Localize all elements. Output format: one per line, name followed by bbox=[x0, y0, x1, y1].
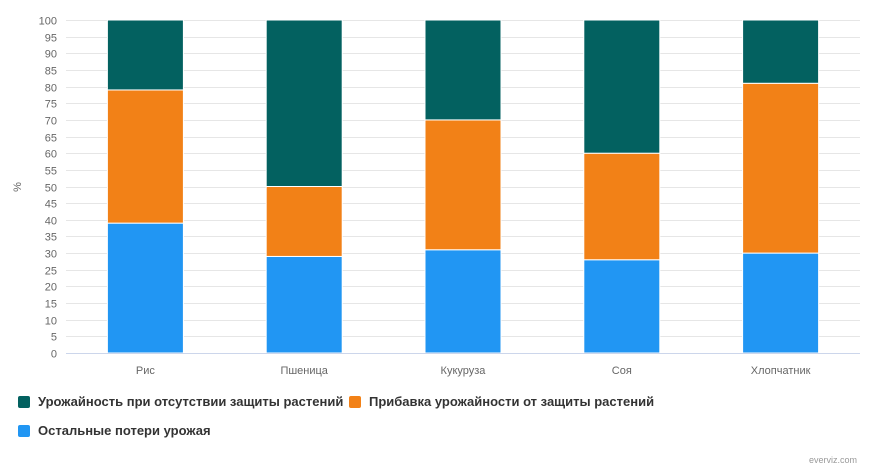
credit-text[interactable]: everviz.com bbox=[808, 455, 857, 465]
bar-segment[interactable] bbox=[265, 186, 343, 257]
bars-layer bbox=[106, 19, 820, 354]
legend-swatch bbox=[349, 395, 361, 408]
bar-segment[interactable] bbox=[424, 19, 502, 121]
y-tick-label: 30 bbox=[45, 249, 57, 261]
x-tick-label: Пшеница bbox=[280, 365, 328, 377]
bar-segment[interactable] bbox=[265, 255, 343, 354]
legend-item[interactable]: Остальные потери урожая bbox=[18, 423, 211, 438]
legend-label: Остальные потери урожая bbox=[38, 423, 211, 438]
bar-segment[interactable] bbox=[106, 19, 184, 91]
y-tick-label: 35 bbox=[45, 232, 57, 244]
legend-item[interactable]: Урожайность при отсутствии защиты растен… bbox=[18, 394, 343, 409]
legend-swatch bbox=[18, 424, 30, 437]
y-tick-label: 85 bbox=[45, 66, 57, 78]
bar-segment[interactable] bbox=[742, 19, 820, 84]
axis-layer: 0 5 10 15 20 25 30 35 40 45 50 55 60 65 70 75 80 85 90 95 10… bbox=[39, 16, 860, 377]
legend-item[interactable]: Прибавка урожайности от защиты растений bbox=[349, 394, 654, 409]
legend-swatch bbox=[18, 395, 30, 408]
y-tick-label: 15 bbox=[45, 299, 57, 311]
y-tick-label: 20 bbox=[45, 282, 57, 294]
y-tick-label: 90 bbox=[45, 49, 57, 61]
bar-segment[interactable] bbox=[583, 259, 661, 354]
y-tick-label: 55 bbox=[45, 166, 57, 178]
bar-segment[interactable] bbox=[742, 252, 820, 354]
legend-label: Прибавка урожайности от защиты растений bbox=[369, 394, 655, 409]
bar-segment[interactable] bbox=[424, 119, 502, 251]
y-tick-label: 50 bbox=[45, 183, 57, 195]
x-tick-label: Рис bbox=[136, 365, 155, 377]
bar-segment[interactable] bbox=[583, 19, 661, 154]
y-tick-label: 100 bbox=[39, 16, 57, 28]
y-axis-label: % bbox=[12, 182, 24, 192]
bar-segment[interactable] bbox=[583, 152, 661, 261]
bar-segment[interactable] bbox=[106, 222, 184, 354]
y-tick-label: 95 bbox=[45, 33, 57, 45]
y-tick-label: 60 bbox=[45, 149, 57, 161]
y-tick-label: 75 bbox=[45, 99, 57, 111]
y-tick-label: 45 bbox=[45, 199, 57, 211]
bar-segment[interactable] bbox=[742, 82, 820, 254]
y-tick-label: 0 bbox=[51, 349, 57, 361]
y-tick-label: 80 bbox=[45, 83, 57, 95]
x-tick-label: Соя bbox=[612, 365, 632, 377]
y-tick-label: 5 bbox=[51, 332, 57, 344]
y-tick-label: 70 bbox=[45, 116, 57, 128]
x-tick-label: Кукуруза bbox=[441, 365, 487, 377]
bar-segment[interactable] bbox=[424, 249, 502, 354]
bar-segment[interactable] bbox=[265, 19, 343, 187]
x-tick-label: Хлопчатник bbox=[751, 365, 811, 377]
bar-segment[interactable] bbox=[106, 89, 184, 224]
y-tick-label: 25 bbox=[45, 266, 57, 278]
y-tick-label: 10 bbox=[45, 316, 57, 328]
legend-label: Урожайность при отсутствии защиты растен… bbox=[38, 394, 344, 409]
y-tick-label: 40 bbox=[45, 216, 57, 228]
y-tick-label: 65 bbox=[45, 133, 57, 145]
